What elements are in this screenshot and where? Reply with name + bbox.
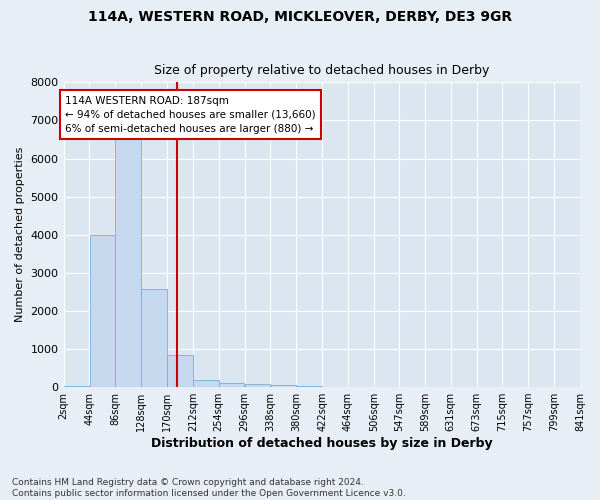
Y-axis label: Number of detached properties: Number of detached properties (15, 147, 25, 322)
Bar (64, 386, 89, 387)
X-axis label: Distribution of detached houses by size in Derby: Distribution of detached houses by size … (151, 437, 493, 450)
Bar (271, 386, 296, 387)
Bar (141, 289, 167, 387)
Bar (167, 356, 193, 387)
Text: 114A WESTERN ROAD: 187sqm
← 94% of detached houses are smaller (13,660)
6% of se: 114A WESTERN ROAD: 187sqm ← 94% of detac… (65, 96, 316, 134)
Bar (219, 382, 244, 387)
Bar (245, 384, 270, 387)
Bar (193, 380, 218, 387)
Text: 114A, WESTERN ROAD, MICKLEOVER, DERBY, DE3 9GR: 114A, WESTERN ROAD, MICKLEOVER, DERBY, D… (88, 10, 512, 24)
Bar (115, 138, 141, 387)
Title: Size of property relative to detached houses in Derby: Size of property relative to detached ho… (154, 64, 490, 77)
Bar (89, 236, 115, 387)
Text: Contains HM Land Registry data © Crown copyright and database right 2024.
Contai: Contains HM Land Registry data © Crown c… (12, 478, 406, 498)
Bar (296, 386, 322, 387)
